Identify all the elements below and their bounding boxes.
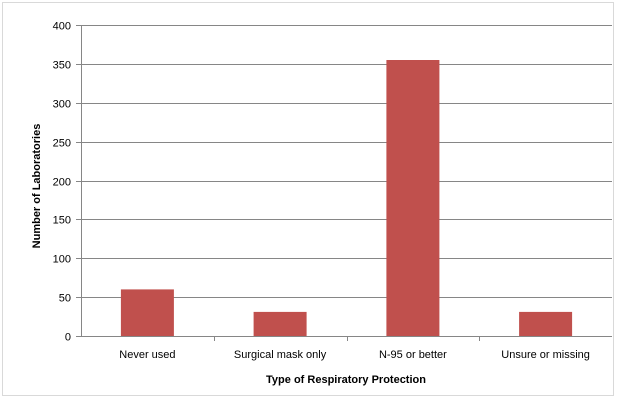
bar xyxy=(519,311,573,336)
y-tick-label: 50 xyxy=(59,293,71,305)
bar xyxy=(253,311,307,336)
y-tick-label: 400 xyxy=(53,21,71,33)
y-tick-label: 200 xyxy=(53,177,71,189)
bar xyxy=(386,60,440,336)
x-tick-label: Surgical mask only xyxy=(234,349,327,361)
x-tick-label: N-95 or better xyxy=(379,349,447,361)
x-tick-label: Never used xyxy=(119,349,175,361)
y-tick-label: 0 xyxy=(65,332,71,344)
y-tick-label: 300 xyxy=(53,99,71,111)
x-tick-label: Unsure or missing xyxy=(501,349,590,361)
y-tick-label: 150 xyxy=(53,215,71,227)
x-tick-labels: Never used Surgical mask only N-95 or bett… xyxy=(119,349,590,361)
y-axis-title: Number of Laboratories xyxy=(31,124,43,249)
chart-frame xyxy=(2,2,614,396)
bars xyxy=(120,60,573,336)
y-tick-labels: 0 50 100 150 200 250 300 350 400 xyxy=(53,21,71,344)
y-tick-label: 350 xyxy=(53,60,71,72)
x-axis-title: Type of Respiratory Protection xyxy=(266,374,426,386)
bar xyxy=(120,289,174,336)
axes xyxy=(76,25,612,341)
y-tick-label: 100 xyxy=(53,254,71,266)
gridlines xyxy=(81,25,612,298)
y-tick-label: 250 xyxy=(53,138,71,150)
